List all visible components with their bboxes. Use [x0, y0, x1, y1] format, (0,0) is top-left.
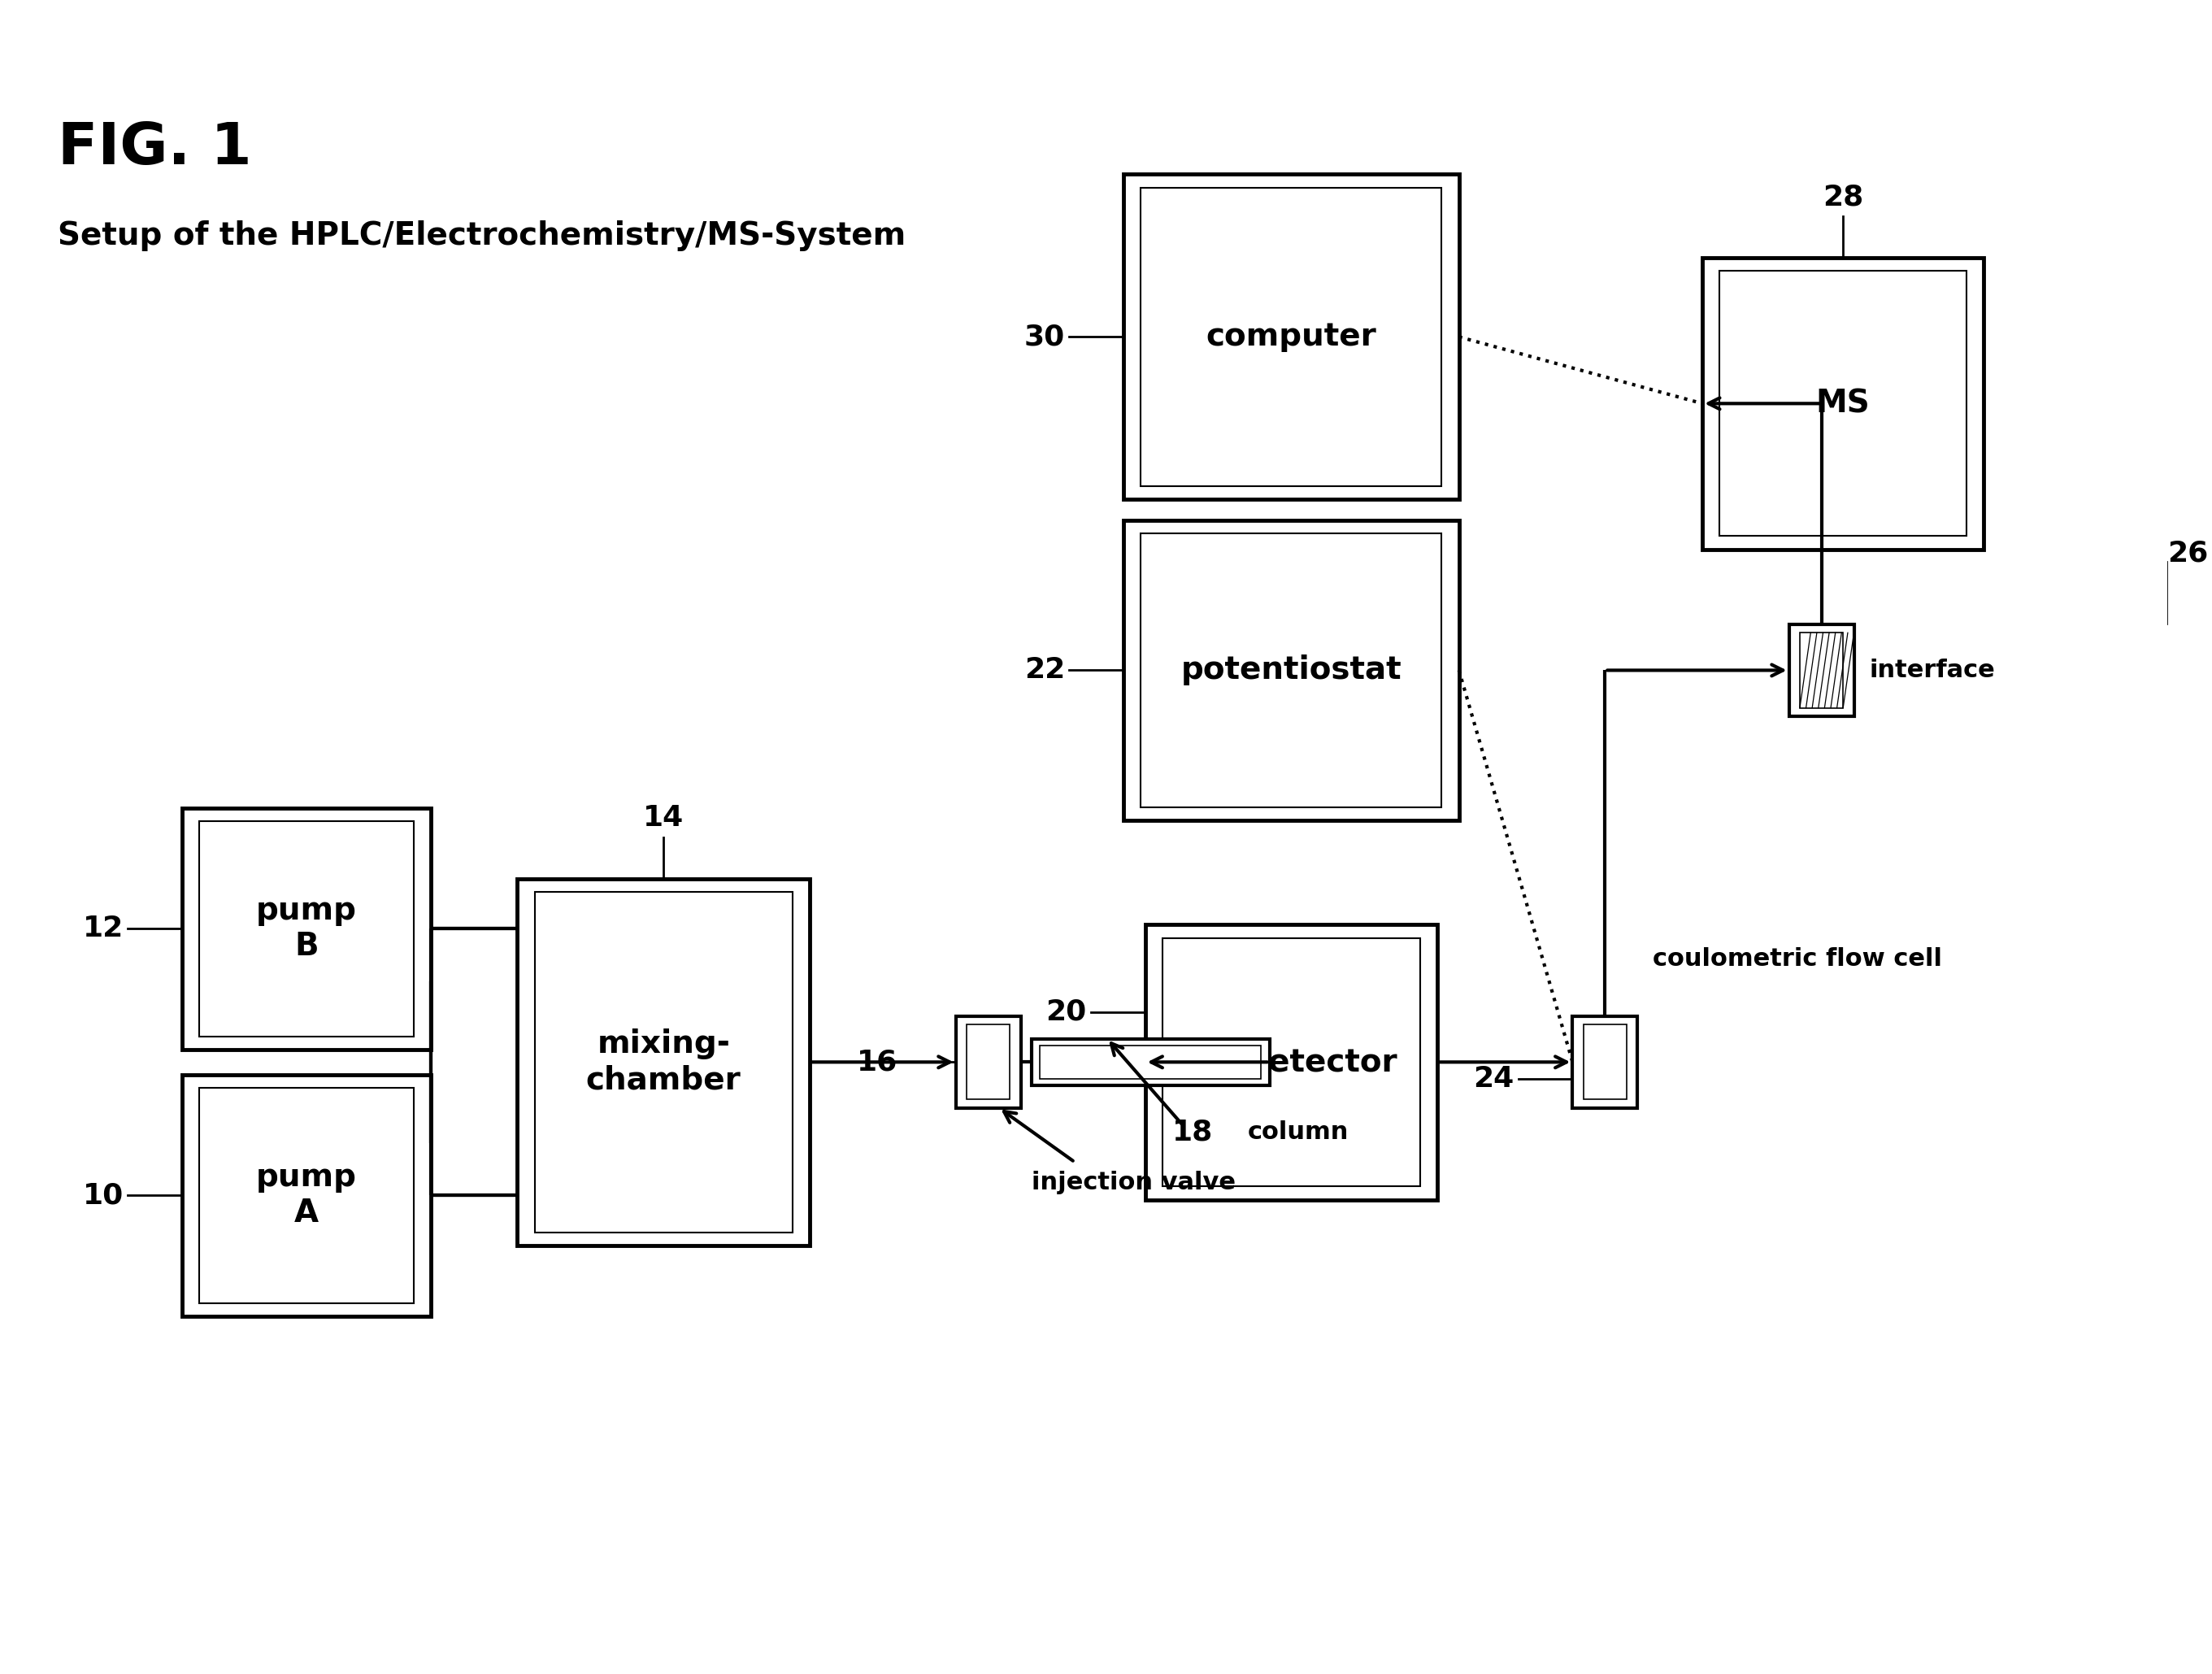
Text: potentiostat: potentiostat	[1181, 655, 1402, 686]
Text: pump
A: pump A	[257, 1162, 356, 1229]
Bar	[1573, 1016, 1637, 1108]
Bar	[1031, 1040, 1270, 1085]
Text: column: column	[1248, 1120, 1349, 1143]
Text: Setup of the HPLC/Electrochemistry/MS-System: Setup of the HPLC/Electrochemistry/MS-Sy…	[58, 219, 905, 251]
Bar	[1040, 1045, 1261, 1078]
Bar	[967, 1024, 1011, 1100]
Bar	[1146, 924, 1438, 1200]
Bar	[1719, 271, 1966, 536]
Text: injection valve: injection valve	[1031, 1170, 1237, 1194]
Bar	[1703, 258, 1984, 549]
Text: pump
B: pump B	[257, 896, 356, 963]
Text: 24: 24	[1473, 1065, 1515, 1093]
Text: computer: computer	[1206, 321, 1376, 352]
Bar	[1584, 1024, 1626, 1100]
Bar	[535, 892, 792, 1232]
Bar	[199, 1088, 414, 1302]
Text: MS: MS	[1816, 388, 1869, 418]
Text: 16: 16	[856, 1048, 898, 1076]
Text: UV detector: UV detector	[1186, 1046, 1398, 1078]
Bar	[1801, 633, 1843, 708]
Text: 14: 14	[644, 804, 684, 832]
Bar	[956, 1016, 1020, 1108]
Text: 28: 28	[1823, 184, 1863, 211]
Bar	[181, 1075, 431, 1316]
Bar	[199, 822, 414, 1036]
Text: 30: 30	[1024, 323, 1064, 350]
Text: mixing-
chamber: mixing- chamber	[586, 1030, 741, 1095]
Text: interface: interface	[1869, 658, 1995, 681]
Bar	[1141, 534, 1442, 807]
Bar	[1124, 174, 1460, 499]
Text: FIG. 1: FIG. 1	[58, 121, 252, 176]
Text: 26: 26	[2168, 539, 2208, 567]
Text: 20: 20	[1046, 998, 1086, 1026]
Bar	[1790, 624, 1854, 716]
Text: 22: 22	[1024, 656, 1064, 685]
Text: 10: 10	[82, 1182, 124, 1209]
Text: 12: 12	[82, 916, 124, 942]
Bar	[1141, 187, 1442, 485]
Text: coulometric flow cell: coulometric flow cell	[1652, 947, 1942, 971]
Bar	[1164, 937, 1420, 1187]
Text: 18: 18	[1172, 1118, 1212, 1147]
Bar	[181, 809, 431, 1050]
Bar	[518, 879, 810, 1245]
Bar	[1124, 521, 1460, 820]
